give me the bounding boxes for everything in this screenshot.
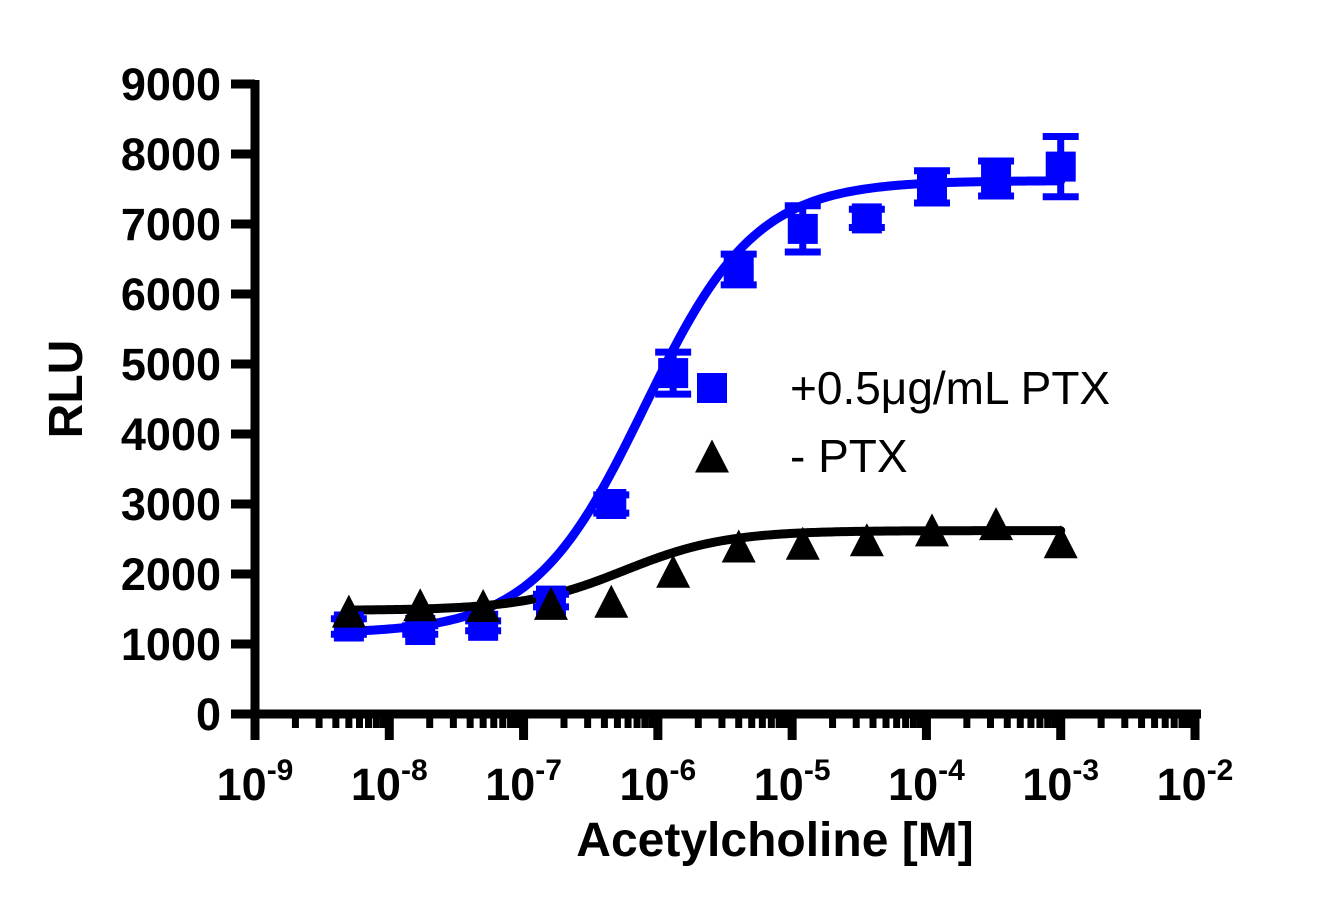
data-point-no-ptx-10 bbox=[979, 507, 1014, 541]
legend-entry-ptx: +0.5μg/mL PTX bbox=[697, 362, 1110, 414]
x-tick-label-1e-5: 10-5 bbox=[754, 754, 831, 810]
legend-group: +0.5μg/mL PTX - PTX bbox=[695, 362, 1110, 482]
y-tick-label-4000: 4000 bbox=[121, 409, 221, 460]
x-tick-label-1e-2: 10-2 bbox=[1157, 754, 1234, 810]
data-point-ptx-6 bbox=[723, 254, 754, 285]
y-tick-label-1000: 1000 bbox=[121, 619, 221, 670]
x-tick-label-1e-8: 10-8 bbox=[351, 754, 428, 810]
y-tick-label-9000: 9000 bbox=[121, 59, 221, 110]
y-tick-label-2000: 2000 bbox=[121, 549, 221, 600]
x-axis-title: Acetylcholine [M] bbox=[576, 814, 973, 867]
data-point-no-ptx-6 bbox=[721, 529, 756, 563]
y-tick-label-3000: 3000 bbox=[121, 479, 221, 530]
y-tick-label-5000: 5000 bbox=[121, 339, 221, 390]
data-point-no-ptx-1 bbox=[403, 588, 438, 622]
legend-marker-square-icon bbox=[697, 373, 727, 403]
data-point-no-ptx-2 bbox=[466, 589, 501, 622]
x-tick-label-1e-9: 10-9 bbox=[217, 754, 294, 810]
axes-group bbox=[231, 79, 1201, 740]
axis-labels-group: 0 1000 2000 3000 4000 5000 6000 7000 8000 9000 10-… bbox=[40, 59, 1233, 867]
data-point-no-ptx-7 bbox=[785, 526, 820, 560]
data-point-no-ptx-0 bbox=[331, 594, 366, 628]
y-tick-label-7000: 7000 bbox=[121, 199, 221, 250]
data-point-no-ptx-8 bbox=[849, 523, 884, 557]
legend-entry-no-ptx: - PTX bbox=[695, 430, 908, 482]
fit-curve-no-ptx bbox=[344, 526, 1066, 615]
data-point-ptx-8 bbox=[851, 203, 882, 234]
data-point-no-ptx-11 bbox=[1043, 525, 1078, 559]
x-tick-label-1e-3: 10-3 bbox=[1022, 754, 1099, 810]
legend-label: +0.5μg/mL PTX bbox=[790, 362, 1110, 414]
x-tick-label-1e-7: 10-7 bbox=[485, 754, 562, 810]
data-point-ptx-10 bbox=[981, 163, 1012, 194]
data-point-ptx-7 bbox=[787, 213, 818, 244]
y-axis-title: RLU bbox=[40, 340, 93, 439]
x-tick-label-1e-6: 10-6 bbox=[619, 754, 696, 810]
data-point-ptx-9 bbox=[916, 171, 947, 202]
legend-marker-triangle-icon bbox=[695, 439, 729, 473]
x-tick-label-1e-4: 10-4 bbox=[888, 754, 965, 810]
data-point-no-ptx-4 bbox=[594, 584, 629, 618]
data-point-no-ptx-3 bbox=[533, 586, 568, 620]
data-points-group bbox=[330, 133, 1079, 645]
y-tick-label-6000: 6000 bbox=[121, 269, 221, 320]
y-tick-label-8000: 8000 bbox=[121, 129, 221, 180]
legend-label: - PTX bbox=[790, 430, 908, 482]
y-tick-label-0: 0 bbox=[196, 689, 221, 740]
data-point-ptx-11 bbox=[1045, 151, 1076, 182]
data-point-ptx-4 bbox=[596, 489, 627, 519]
data-point-no-ptx-9 bbox=[914, 513, 949, 547]
data-point-no-ptx-5 bbox=[656, 554, 691, 588]
data-point-ptx-5 bbox=[658, 358, 689, 389]
